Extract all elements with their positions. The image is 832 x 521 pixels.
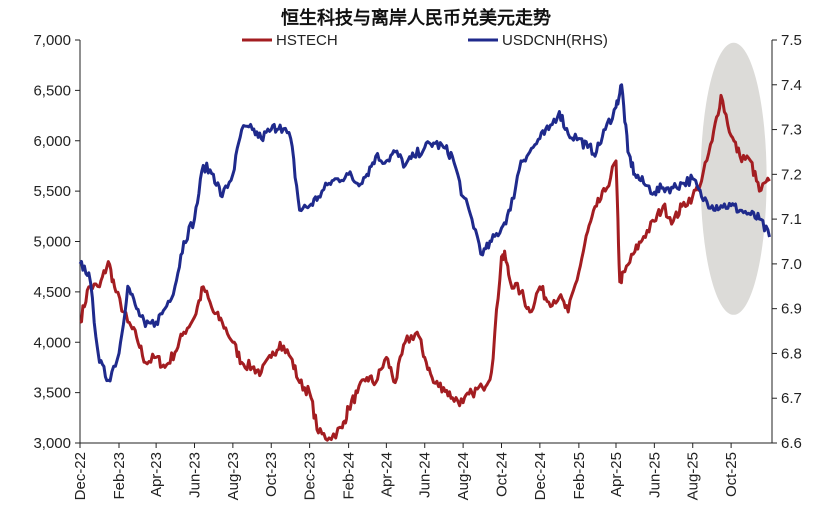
highlight-ellipse xyxy=(700,42,767,315)
legend-label-hstech: HSTECH xyxy=(276,32,338,49)
y-right-tick-label: 7.2 xyxy=(781,166,802,183)
legend: HSTECH USDCNH(RHS) xyxy=(242,32,608,49)
x-tick-label: Feb-23 xyxy=(111,452,128,500)
y-left-tick-label: 6,000 xyxy=(33,133,71,150)
x-tick-label: Apr-24 xyxy=(378,452,395,497)
y-right-tick-label: 7.1 xyxy=(781,211,802,228)
y-right-tick-label: 7.0 xyxy=(781,256,802,273)
x-tick-label: Oct-24 xyxy=(493,452,510,497)
x-tick-label: Dec-23 xyxy=(302,452,319,500)
y-right-tick-label: 7.5 xyxy=(781,32,802,49)
x-tick-label: Apr-25 xyxy=(608,452,625,497)
y-left-tick-label: 5,500 xyxy=(33,183,71,200)
series-hstech-line xyxy=(79,93,771,442)
y-right-tick-label: 7.3 xyxy=(781,122,802,139)
x-tick-label: Aug-24 xyxy=(455,452,472,500)
y-left-tick-label: 6,500 xyxy=(33,82,71,99)
y-left-tick-label: 5,000 xyxy=(33,234,71,251)
y-left-tick-label: 4,500 xyxy=(33,284,71,301)
y-right-tick-label: 6.6 xyxy=(781,435,802,452)
y-left-tick-label: 4,000 xyxy=(33,334,71,351)
y-left-tick-label: 7,000 xyxy=(33,32,71,49)
series-usdcnh-line xyxy=(78,83,771,383)
x-tick-label: Jun-24 xyxy=(417,452,434,498)
y-right-tick-label: 6.8 xyxy=(781,345,802,362)
y-right-tick-label: 6.9 xyxy=(781,301,802,318)
x-tick-label: Dec-24 xyxy=(532,452,549,500)
x-tick-label: Feb-25 xyxy=(571,452,588,500)
x-tick-label: Oct-23 xyxy=(263,452,280,497)
x-tick-label: Feb-24 xyxy=(341,452,358,500)
chart-title: 恒生科技与离岸人民币兑美元走势 xyxy=(281,7,551,29)
y-left-tick-label: 3,500 xyxy=(33,385,71,402)
legend-label-usdcnh: USDCNH(RHS) xyxy=(502,32,608,49)
x-tick-label: Dec-22 xyxy=(72,452,89,500)
x-tick-label: Jun-23 xyxy=(186,452,203,498)
axes xyxy=(75,39,777,448)
x-tick-label: Oct-25 xyxy=(723,452,740,497)
y-left-tick-label: 3,000 xyxy=(33,435,71,452)
y-right-tick-label: 6.7 xyxy=(781,390,802,407)
x-tick-label: Jun-25 xyxy=(646,452,663,498)
x-tick-label: Apr-23 xyxy=(148,452,165,497)
tick-labels: 3,000 3,500 4,000 4,500 5,000 5,500 6,000 6,500… xyxy=(33,32,801,500)
series-layer xyxy=(78,83,771,442)
x-tick-label: Aug-25 xyxy=(685,452,702,500)
y-right-tick-label: 7.4 xyxy=(781,77,802,94)
x-tick-label: Aug-23 xyxy=(225,452,242,500)
